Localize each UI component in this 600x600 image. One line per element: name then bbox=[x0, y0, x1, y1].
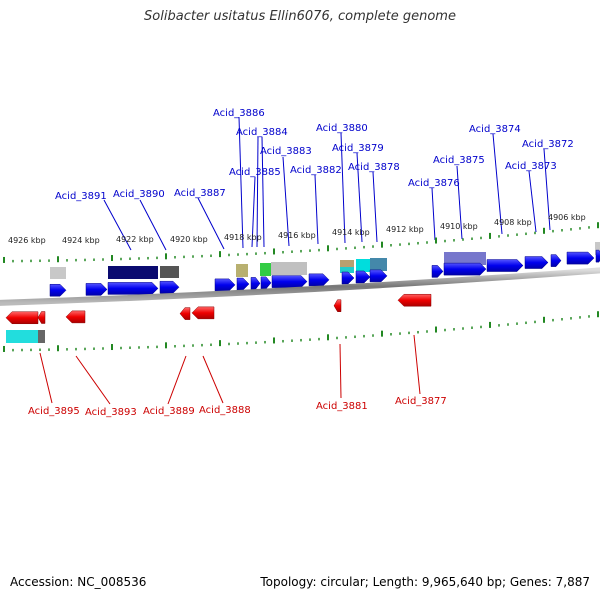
reverse-gene-arrow[interactable] bbox=[65, 310, 86, 324]
scale-label: 4908 kbp bbox=[494, 218, 532, 227]
bottom-label-connectors bbox=[39, 334, 421, 405]
feature-block[interactable] bbox=[38, 330, 45, 343]
gene-label[interactable]: Acid_3880 bbox=[316, 123, 368, 134]
scale-labels: 4926 kbp 4924 kbp 4922 kbp 4920 kbp 4918… bbox=[8, 213, 586, 245]
gene-label[interactable]: Acid_3878 bbox=[348, 162, 400, 173]
top-label-connectors bbox=[103, 116, 551, 251]
forward-gene-arrow[interactable] bbox=[443, 262, 487, 276]
scale-ticks-upper bbox=[3, 222, 599, 263]
feature-block[interactable] bbox=[340, 267, 354, 273]
scale-label: 4912 kbp bbox=[386, 225, 424, 234]
scale-label: 4916 kbp bbox=[278, 231, 316, 240]
forward-gene-arrow[interactable] bbox=[236, 277, 250, 291]
feature-block[interactable] bbox=[160, 266, 179, 278]
scale-label: 4924 kbp bbox=[62, 236, 100, 245]
reverse-strand-genes bbox=[5, 293, 432, 325]
forward-gene-arrow[interactable] bbox=[271, 275, 308, 288]
forward-gene-arrow[interactable] bbox=[566, 251, 595, 265]
feature-block[interactable] bbox=[356, 259, 371, 272]
gene-label[interactable]: Acid_3877 bbox=[395, 396, 447, 407]
forward-gene-arrow[interactable] bbox=[369, 269, 388, 283]
feature-block[interactable] bbox=[108, 266, 158, 279]
gene-label[interactable]: Acid_3875 bbox=[433, 155, 485, 166]
gene-label[interactable]: Acid_3874 bbox=[469, 124, 521, 135]
gene-label[interactable]: Acid_3879 bbox=[332, 143, 384, 154]
gene-label[interactable]: Acid_3893 bbox=[85, 407, 137, 418]
gene-label[interactable]: Acid_3882 bbox=[290, 165, 342, 176]
forward-gene-arrow[interactable] bbox=[107, 282, 159, 295]
gene-label[interactable]: Acid_3891 bbox=[55, 191, 107, 202]
scale-label: 4910 kbp bbox=[440, 222, 478, 231]
feature-track-upper bbox=[50, 242, 600, 279]
top-gene-labels: Acid_3886 Acid_3884 Acid_3883 Acid_3885 … bbox=[55, 108, 574, 202]
accession-text: Accession: NC_008536 bbox=[10, 575, 147, 589]
forward-gene-arrow[interactable] bbox=[250, 277, 261, 290]
gene-label[interactable]: Acid_3886 bbox=[213, 108, 265, 119]
gene-label[interactable]: Acid_3881 bbox=[316, 401, 368, 412]
gene-label[interactable]: Acid_3883 bbox=[260, 146, 312, 157]
feature-block[interactable] bbox=[6, 330, 38, 343]
genome-stats-text: Topology: circular; Length: 9,965,640 bp… bbox=[260, 575, 590, 589]
gene-label[interactable]: Acid_3889 bbox=[143, 406, 195, 417]
reverse-gene-arrow[interactable] bbox=[397, 293, 432, 307]
gene-label[interactable]: Acid_3876 bbox=[408, 178, 460, 189]
feature-block[interactable] bbox=[444, 252, 486, 265]
feature-block[interactable] bbox=[50, 267, 66, 279]
forward-gene-arrow[interactable] bbox=[550, 254, 562, 267]
forward-gene-arrow[interactable] bbox=[308, 273, 330, 287]
forward-gene-arrow[interactable] bbox=[341, 271, 355, 285]
feature-track-lower bbox=[6, 330, 45, 343]
gene-label[interactable]: Acid_3895 bbox=[28, 406, 80, 417]
gene-label[interactable]: Acid_3872 bbox=[522, 139, 574, 150]
scale-ticks-lower bbox=[3, 311, 599, 352]
genome-title: Solibacter usitatus Ellin6076, complete … bbox=[144, 9, 456, 24]
reverse-gene-arrow[interactable] bbox=[179, 307, 191, 320]
scale-label: 4926 kbp bbox=[8, 236, 46, 245]
scale-label: 4922 kbp bbox=[116, 235, 154, 244]
gene-label[interactable]: Acid_3888 bbox=[199, 405, 251, 416]
genome-backbone bbox=[0, 267, 600, 306]
scale-label: 4906 kbp bbox=[548, 213, 586, 222]
feature-block[interactable] bbox=[271, 262, 307, 275]
bottom-gene-labels: Acid_3895 Acid_3893 Acid_3889 Acid_3888 … bbox=[28, 396, 447, 418]
feature-block[interactable] bbox=[340, 260, 354, 267]
forward-gene-arrow[interactable] bbox=[595, 249, 600, 263]
forward-gene-arrow[interactable] bbox=[355, 270, 371, 284]
gene-label[interactable]: Acid_3885 bbox=[229, 167, 281, 178]
forward-strand-genes bbox=[49, 249, 600, 297]
scale-label: 4920 kbp bbox=[170, 235, 208, 244]
feature-block[interactable] bbox=[236, 264, 248, 277]
feature-block[interactable] bbox=[595, 242, 600, 255]
gene-label[interactable]: Acid_3890 bbox=[113, 189, 165, 200]
forward-gene-arrow[interactable] bbox=[524, 256, 549, 269]
forward-gene-arrow[interactable] bbox=[260, 276, 272, 290]
forward-gene-arrow[interactable] bbox=[85, 283, 108, 296]
forward-gene-arrow[interactable] bbox=[431, 265, 444, 278]
scale-label: 4914 kbp bbox=[332, 228, 370, 237]
gene-label[interactable]: Acid_3873 bbox=[505, 161, 557, 172]
reverse-gene-arrow[interactable] bbox=[333, 299, 342, 312]
forward-gene-arrow[interactable] bbox=[159, 280, 180, 294]
forward-gene-arrow[interactable] bbox=[49, 283, 67, 297]
reverse-gene-arrow[interactable] bbox=[191, 306, 215, 320]
feature-block[interactable] bbox=[370, 258, 387, 271]
forward-gene-arrow[interactable] bbox=[214, 278, 236, 292]
gene-label[interactable]: Acid_3884 bbox=[236, 127, 288, 138]
scale-label: 4918 kbp bbox=[224, 233, 262, 242]
reverse-gene-arrow[interactable] bbox=[37, 311, 46, 324]
forward-gene-arrow[interactable] bbox=[486, 259, 524, 272]
gene-label[interactable]: Acid_3887 bbox=[174, 188, 226, 199]
feature-block[interactable] bbox=[260, 263, 271, 276]
reverse-gene-arrow[interactable] bbox=[5, 311, 39, 325]
